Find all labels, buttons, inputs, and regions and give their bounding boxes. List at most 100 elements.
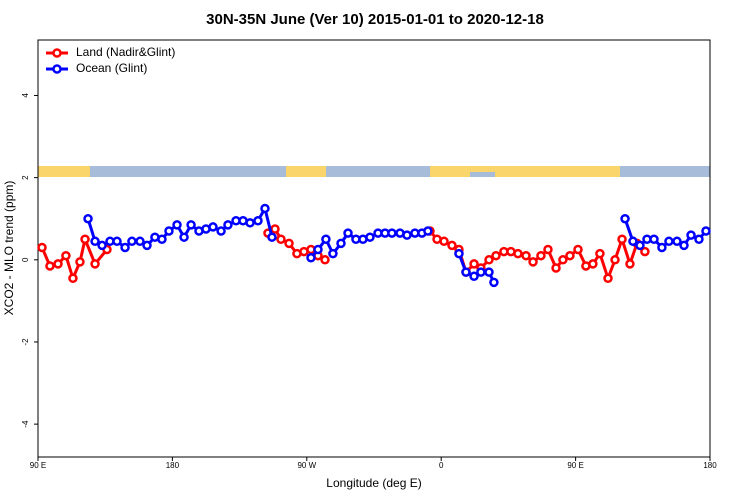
x-tick-label: 180: [703, 461, 717, 470]
data-point: [284, 238, 294, 249]
data-point: [75, 257, 85, 267]
data-point: [469, 271, 479, 281]
data-point: [320, 255, 330, 265]
data-point: [595, 248, 605, 259]
land-band: [286, 166, 326, 177]
data-point: [365, 232, 375, 242]
data-point: [649, 234, 659, 245]
data-point: [484, 267, 494, 277]
data-point: [402, 230, 412, 240]
data-point: [558, 255, 568, 265]
plot-frame: [37, 39, 711, 458]
x-tick-label: 0: [439, 461, 444, 470]
data-point: [260, 203, 270, 214]
data-point: [640, 246, 650, 257]
data-point: [521, 250, 531, 261]
data-point: [701, 226, 711, 236]
data-point: [267, 232, 277, 242]
data-point: [172, 220, 182, 230]
data-point: [186, 220, 196, 230]
data-point: [83, 213, 93, 224]
data-point: [635, 240, 645, 251]
chart-title: 30N-35N June (Ver 10) 2015-01-01 to 2020…: [206, 11, 544, 28]
data-point: [61, 250, 71, 261]
data-point: [68, 273, 78, 284]
data-point: [543, 244, 553, 255]
data-point: [223, 220, 233, 230]
x-axis-label: Longitude (deg E): [326, 476, 421, 490]
data-point: [628, 236, 638, 247]
land-band: [430, 166, 620, 177]
y-tick-label: 4: [21, 93, 30, 98]
data-point: [484, 255, 494, 265]
data-point: [90, 236, 100, 247]
legend-marker: [52, 64, 62, 74]
data-point: [610, 255, 620, 265]
data-point: [679, 240, 689, 251]
data-point: [135, 236, 145, 247]
data-point: [476, 267, 486, 277]
data-point: [491, 250, 501, 261]
land-ocean-strip: [38, 166, 710, 177]
data-point: [536, 250, 546, 261]
data-point: [245, 218, 255, 228]
data-point: [461, 267, 471, 277]
x-tick-label: 90 E: [30, 461, 46, 470]
ocean-band: [470, 172, 495, 177]
data-point: [603, 273, 613, 284]
data-point: [336, 238, 346, 249]
data-point: [513, 248, 523, 259]
data-point: [387, 228, 397, 238]
data-point: [157, 234, 167, 245]
data-point: [80, 234, 90, 245]
data-point: [112, 236, 122, 247]
ocean-band: [38, 166, 710, 177]
data-point: [328, 248, 338, 259]
data-point: [90, 259, 100, 269]
legend-marker: [52, 48, 62, 58]
data-point: [454, 248, 464, 259]
data-point: [208, 222, 218, 232]
data-point: [686, 230, 696, 240]
land-band: [38, 166, 90, 177]
data-point: [657, 242, 667, 253]
data-point: [439, 236, 449, 247]
data-point: [469, 259, 479, 269]
data-point: [343, 228, 353, 238]
x-tick-label: 90 E: [567, 461, 583, 470]
data-point: [97, 240, 107, 251]
x-tick-label: 180: [166, 461, 180, 470]
data-point: [551, 263, 561, 273]
data-point: [447, 240, 457, 251]
data-point: [179, 232, 189, 242]
series-line: [86, 204, 708, 284]
data-point: [664, 236, 674, 247]
data-point: [625, 259, 635, 269]
data-point: [216, 226, 226, 236]
data-point: [164, 226, 174, 236]
data-point: [672, 236, 682, 247]
data-point: [313, 244, 323, 255]
data-point: [489, 277, 499, 288]
data-point: [45, 261, 55, 271]
y-tick-label: -4: [21, 420, 30, 428]
data-point: [120, 242, 130, 253]
y-tick-label: -2: [21, 338, 30, 346]
data-point: [37, 242, 47, 253]
data-point: [276, 234, 286, 245]
data-point: [617, 234, 627, 245]
y-tick-label: 0: [21, 257, 30, 262]
data-point: [620, 213, 630, 224]
data-point: [127, 236, 137, 247]
x-tick-label: 90 W: [297, 461, 316, 470]
data-point: [321, 234, 331, 245]
data-point: [423, 226, 433, 236]
data-point: [565, 250, 575, 261]
y-axis-label: XCO2 - MLO trend (ppm): [2, 181, 16, 316]
y-tick-label: 2: [21, 175, 30, 180]
legend-label: Ocean (Glint): [76, 61, 147, 75]
data-point: [142, 240, 152, 251]
data-point: [270, 224, 280, 234]
data-point: [306, 252, 316, 263]
data-point: [53, 259, 63, 269]
